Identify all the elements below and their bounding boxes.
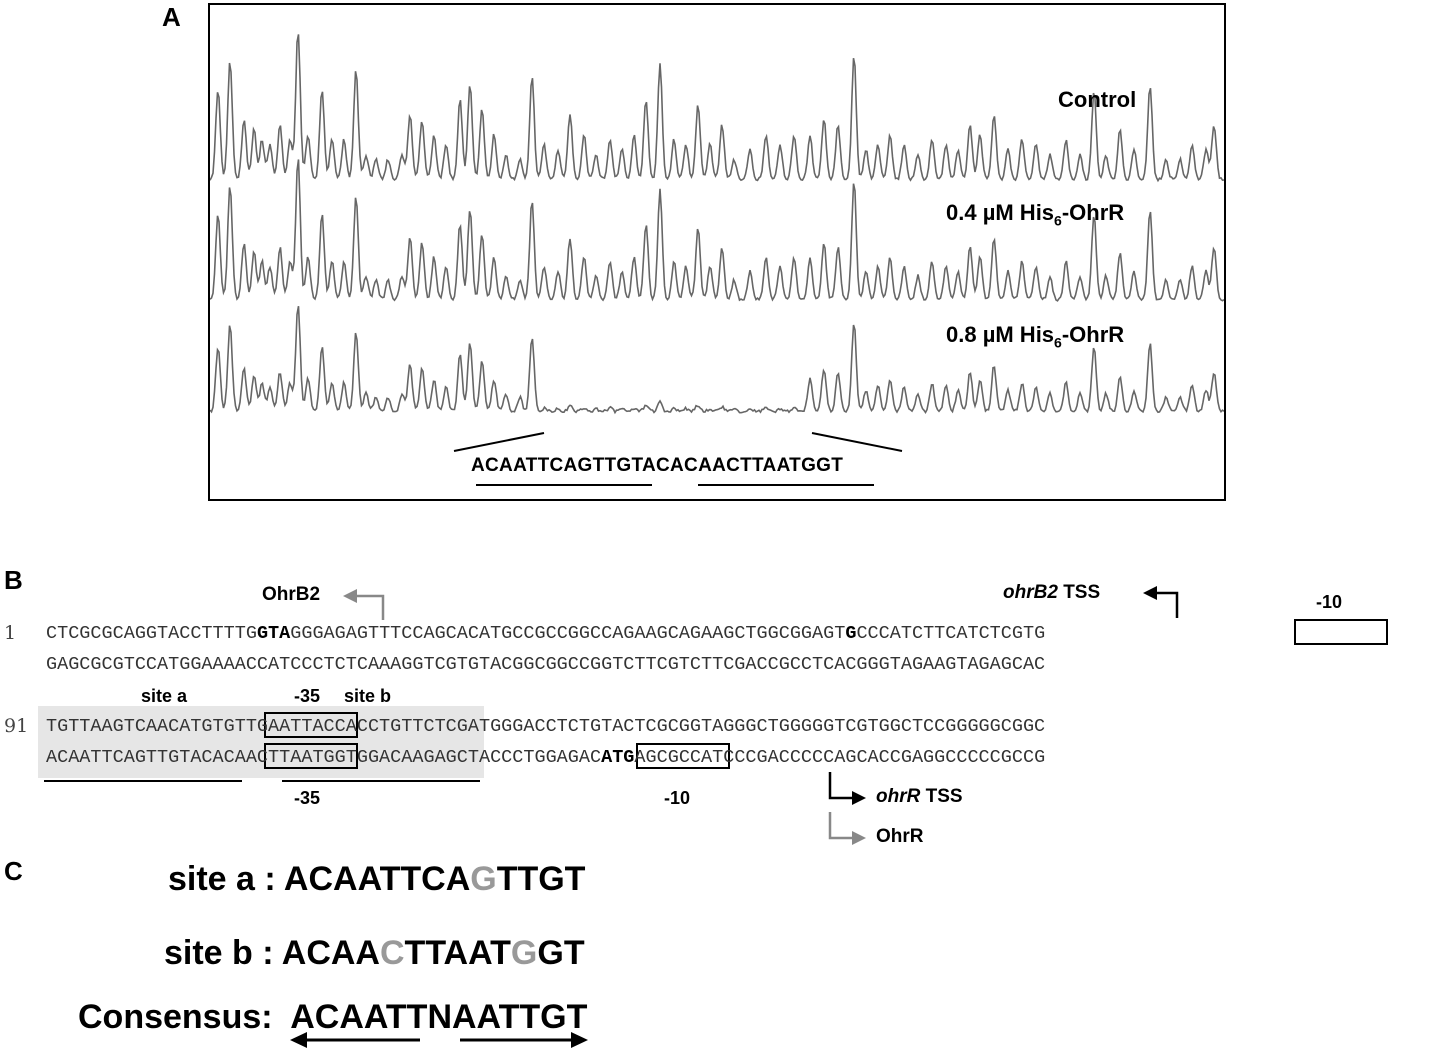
ohrr-minus10-box: [636, 743, 730, 769]
site-b-consensus-row: site b : ACAACTTAATGGT: [164, 934, 585, 972]
ohrb2-arrow: [355, 594, 385, 620]
ohrb2-label: OhrB2: [262, 584, 321, 605]
panel-b-letter: B: [4, 565, 23, 595]
minus10-top-label: -10: [1316, 592, 1343, 612]
ohrr-binding-region-shading: [38, 706, 484, 778]
trace-line-2: [210, 159, 1224, 302]
trace-label-0-4um: 0.4 µM His6-OhrR: [946, 200, 1125, 229]
line1-number: 1: [4, 622, 17, 644]
ohrr-arrow: [828, 812, 852, 840]
ohrr-arrowhead: [852, 831, 866, 845]
bracket-right-line: [811, 432, 903, 452]
ohrr-minus35-box-top: [264, 712, 358, 738]
ohrb2-arrowhead: [343, 589, 357, 603]
ohrr-tss-label: ohrR TSS: [876, 786, 963, 807]
footprint-panel: [208, 3, 1226, 501]
trace-line-1: [210, 34, 1224, 183]
panel-c-letter: C: [4, 856, 23, 886]
site-a-label: site a: [141, 686, 188, 706]
trace-line-3: [210, 305, 1224, 415]
electropherogram-traces: [210, 34, 1224, 486]
minus35-top-label: -35: [294, 686, 321, 706]
site-b-underline: [282, 780, 480, 782]
ohrb2-tss-label: ohrB2 TSS: [1003, 582, 1101, 603]
line2-bottom-strand: ACAATTCAGTTGTACACAACTTAATGGTGGACAAGAGCTA…: [46, 747, 1046, 768]
protected-sequence: ACAATTCAGTTGTACACAACTTAATGGT: [471, 455, 844, 476]
ohrb2-minus10-box: [1294, 619, 1388, 645]
site-a-underline: [44, 780, 242, 782]
trace-label-control: Control: [1058, 87, 1137, 112]
line2-number: 91: [4, 715, 29, 737]
line2-top-strand: TGTTAAGTCAACATGTGTTGAATTACCACCTGTTCTCGAT…: [46, 716, 1046, 737]
ohrr-label: OhrR: [876, 826, 924, 847]
consensus-left-arrowhead: [290, 1032, 307, 1048]
minus35-bottom-label: -35: [294, 788, 321, 808]
trace-label-0-8um: 0.8 µM His6-OhrR: [946, 322, 1125, 351]
ohrb2-tss-arrow: [1155, 591, 1179, 618]
minus10-bottom-label: -10: [664, 788, 691, 808]
line1-top-strand: CTCGCGCAGGTACCTTTTGGTAGGGAGAGTTTCCAGCACA…: [46, 623, 1046, 644]
bracket-left-line: [453, 432, 545, 452]
ohrr-tss-arrowhead: [852, 791, 866, 805]
consensus-right-arrowhead: [571, 1032, 588, 1048]
ohrb2-tss-arrowhead: [1143, 586, 1157, 600]
ohrr-minus35-box-bottom: [264, 743, 358, 769]
consensus-row: Consensus: ACAATTNAATTGT: [78, 998, 588, 1036]
panel-a-letter: A: [162, 2, 181, 32]
site-a-consensus-row: site a : ACAATTCAGTTGT: [168, 860, 586, 898]
line1-bottom-strand: GAGCGCGTCCATGGAAAACCATCCCTCTCAAAGGTCGTGT…: [46, 654, 1046, 675]
ohrr-tss-arrow: [828, 772, 852, 800]
site-b-label: site b: [344, 686, 392, 706]
